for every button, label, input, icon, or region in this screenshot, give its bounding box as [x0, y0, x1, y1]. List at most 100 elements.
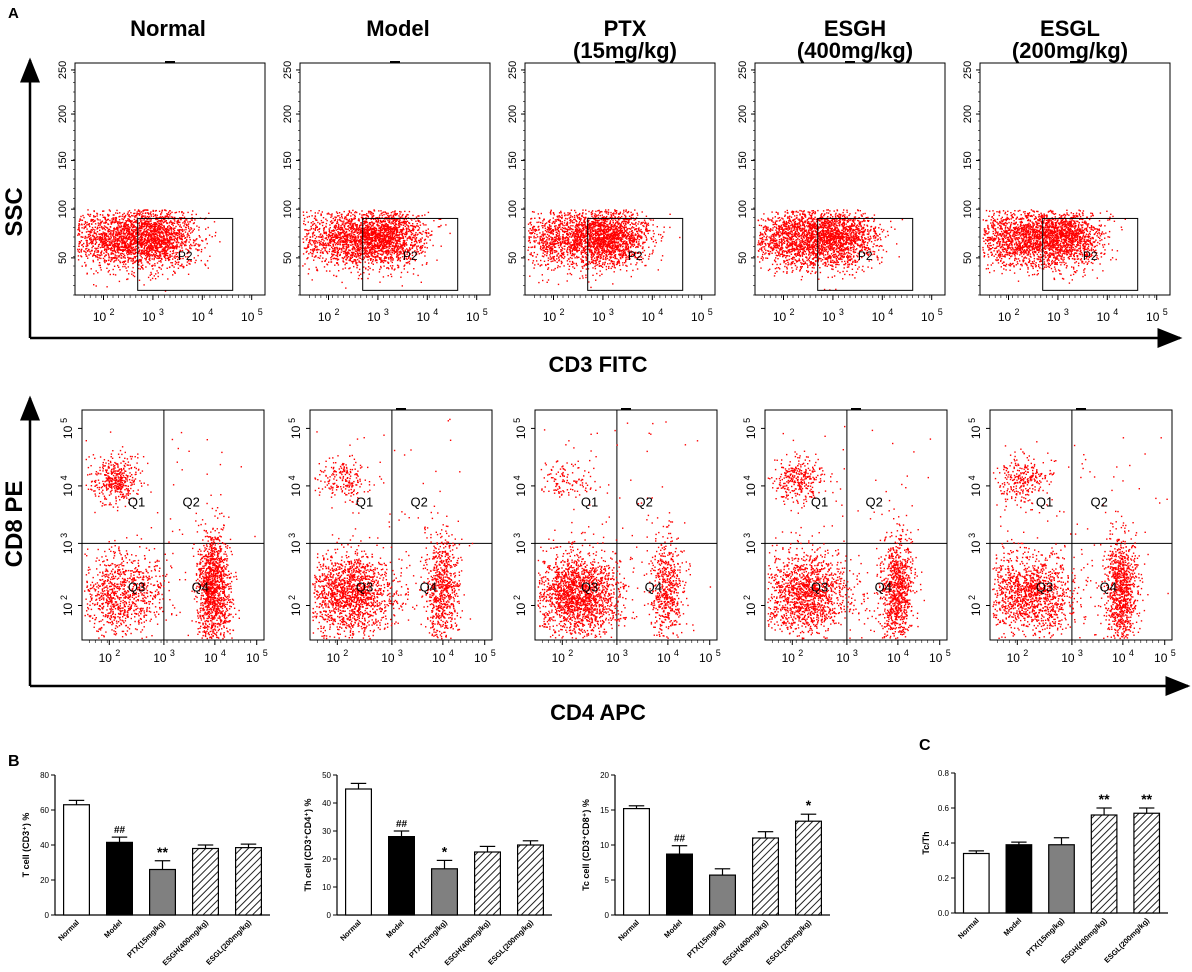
event-dot [314, 245, 316, 247]
event-dot [117, 230, 119, 232]
event-dot [162, 217, 164, 219]
event-dot [181, 249, 184, 252]
event-dot [160, 222, 162, 224]
event-dot [375, 234, 377, 236]
event-dot [385, 212, 388, 214]
event-dot [169, 241, 171, 243]
event-dot [128, 214, 130, 216]
event-dot [385, 213, 387, 215]
event-dot [159, 220, 162, 222]
event-dot [169, 253, 171, 256]
event-dot [137, 209, 140, 211]
event-dot [77, 234, 79, 236]
event-dot [304, 263, 306, 265]
event-dot [112, 239, 114, 241]
event-dot [124, 242, 127, 245]
event-dot [157, 230, 159, 232]
event-dot [383, 237, 385, 239]
event-dot [386, 242, 388, 244]
event-dot [384, 226, 386, 228]
event-dot [383, 265, 385, 267]
event-dot [131, 234, 133, 236]
event-dot [417, 245, 420, 247]
event-dot [137, 213, 140, 215]
event-dot [387, 214, 389, 217]
event-dot [439, 226, 441, 228]
event-dot [388, 252, 390, 255]
event-dot [132, 215, 134, 217]
event-dot [122, 237, 125, 239]
event-dot [349, 227, 351, 229]
event-dot [358, 261, 360, 263]
event-dot [309, 243, 312, 245]
event-dot [125, 247, 127, 249]
event-dot [400, 244, 402, 247]
x-tick-exponent: 4 [433, 307, 438, 317]
event-dot [392, 259, 394, 261]
event-dot [360, 238, 362, 240]
event-dot [373, 209, 375, 212]
event-dot [386, 239, 388, 242]
event-dot [173, 252, 175, 254]
event-dot [155, 222, 158, 224]
event-dot [171, 246, 174, 248]
event-dot [314, 229, 316, 231]
event-dot [149, 233, 152, 235]
event-dot [102, 216, 104, 218]
event-dot [131, 226, 134, 229]
event-dot [147, 212, 149, 214]
event-dot [80, 240, 83, 242]
event-dot [328, 234, 331, 236]
event-dot [397, 249, 400, 251]
event-dot [323, 227, 325, 229]
event-dot [393, 249, 396, 251]
event-dot [321, 236, 323, 238]
event-dot [377, 224, 379, 226]
event-dot [124, 260, 127, 262]
event-dot [425, 232, 428, 234]
event-dot [371, 221, 373, 223]
event-dot [355, 240, 357, 242]
event-dot [101, 254, 103, 256]
event-dot [154, 263, 156, 265]
event-dot [78, 226, 80, 228]
event-dot [164, 228, 167, 231]
event-dot [146, 234, 149, 236]
event-dot [372, 222, 374, 224]
event-dot [97, 227, 99, 229]
event-dot [141, 233, 143, 235]
event-dot [333, 239, 336, 241]
event-dot [207, 226, 209, 229]
event-dot [157, 247, 160, 249]
event-dot [371, 234, 373, 236]
event-dot [150, 273, 153, 275]
event-dot [135, 245, 137, 247]
event-dot [92, 259, 94, 262]
event-dot [400, 211, 402, 213]
event-dot [178, 242, 180, 244]
event-dot [394, 212, 397, 215]
event-dot [367, 234, 369, 236]
event-dot [93, 216, 95, 218]
event-dot [382, 211, 385, 213]
event-dot [213, 221, 216, 223]
event-dot [333, 230, 336, 232]
event-dot [112, 244, 114, 246]
event-dot [402, 220, 405, 223]
event-dot [93, 215, 95, 217]
event-dot [171, 244, 174, 246]
event-dot [194, 261, 196, 264]
event-dot [364, 246, 367, 248]
event-dot [418, 227, 421, 229]
event-dot [157, 226, 159, 229]
event-dot [349, 257, 352, 259]
event-dot [403, 268, 405, 270]
event-dot [78, 224, 80, 227]
event-dot [151, 255, 153, 257]
event-dot [376, 223, 379, 225]
event-dot [113, 248, 116, 250]
event-dot [386, 243, 388, 245]
event-dot [411, 239, 413, 241]
event-dot [131, 223, 134, 226]
event-dot [125, 267, 127, 269]
